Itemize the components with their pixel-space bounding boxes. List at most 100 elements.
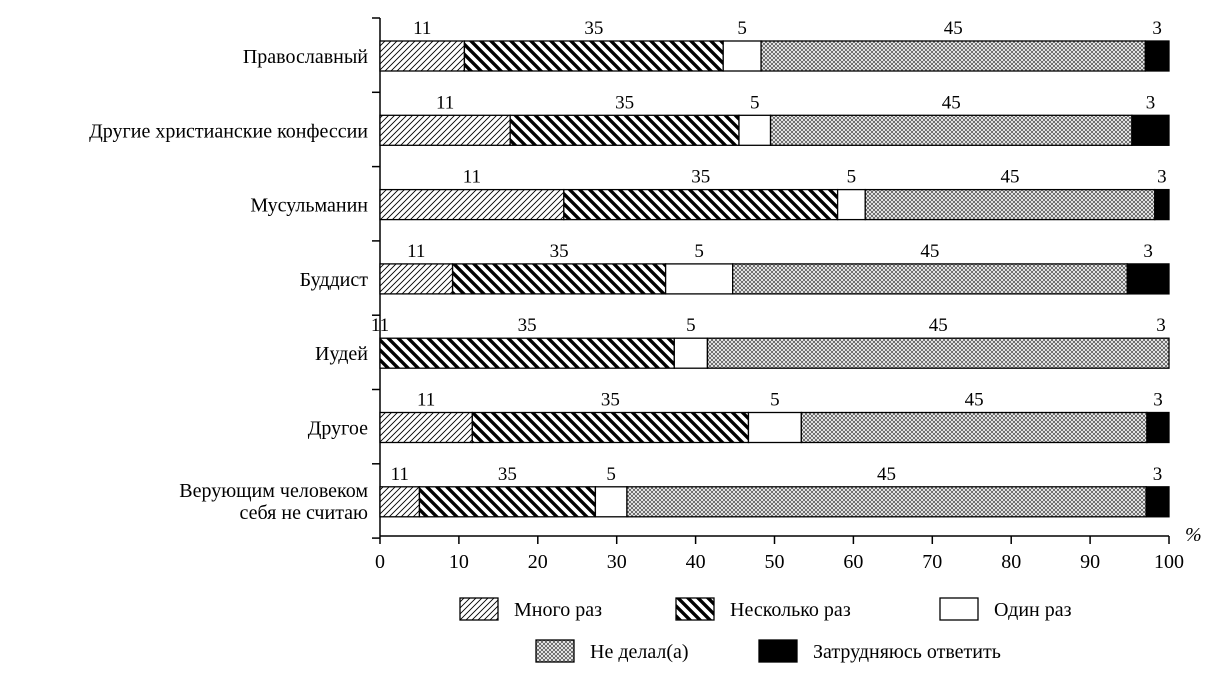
bar-segment	[379, 188, 565, 221]
bar-segment	[864, 188, 1156, 221]
x-tick-label: 80	[1001, 551, 1021, 573]
x-tick-label: 100	[1154, 551, 1184, 573]
legend-label: Один раз	[994, 599, 1072, 621]
bar-segment	[1154, 188, 1170, 221]
segment-value-label: 11	[371, 315, 389, 336]
category-label: Иудей	[315, 343, 368, 365]
bar-segment	[706, 337, 1170, 369]
segment-value-label: 45	[942, 92, 961, 113]
segment-value-label: 5	[737, 18, 747, 39]
x-tick-label: 40	[686, 551, 706, 573]
x-tick-label: 70	[922, 551, 942, 573]
chart-axes: 0 10 20 30 40 50 60 70 80 90 100% Православный Други…	[89, 17, 1202, 573]
segment-value-label: 11	[436, 92, 454, 113]
legend-swatch	[535, 639, 575, 663]
bar-segment	[451, 263, 667, 295]
segment-value-label: 3	[1146, 92, 1156, 113]
legend-label: Не делал(а)	[590, 641, 689, 663]
segment-value-label: 3	[1152, 18, 1162, 39]
segment-value-label: 3	[1153, 390, 1163, 411]
bar-segment	[379, 40, 466, 72]
bar-segment	[379, 263, 454, 295]
category-label: Другие христианские конфессии	[89, 120, 368, 142]
bar-segment	[1126, 263, 1170, 295]
x-tick-label: 30	[607, 551, 627, 573]
bar-segment	[1144, 40, 1170, 72]
bar-segment	[509, 114, 740, 146]
segment-value-label: 35	[615, 92, 634, 113]
bar-segment	[747, 411, 802, 444]
bar-segment	[673, 337, 709, 369]
legend-swatch	[675, 597, 715, 621]
bar-segment	[722, 40, 762, 72]
bar-segment	[732, 263, 1128, 295]
bar-segment	[379, 486, 421, 518]
bar-segment	[1131, 114, 1170, 146]
bar-segment	[800, 411, 1148, 444]
bar-segment	[626, 486, 1147, 518]
segment-value-label: 5	[770, 390, 780, 411]
segment-value-label: 45	[920, 241, 939, 262]
segment-value-label: 45	[877, 464, 896, 485]
segment-value-label: 3	[1156, 315, 1166, 336]
segment-value-label: 35	[498, 464, 517, 485]
x-tick-label: 20	[528, 551, 548, 573]
segment-value-label: 5	[750, 92, 760, 113]
legend-label: Много раз	[514, 599, 602, 621]
bar-segment	[563, 188, 839, 221]
segment-value-label: 11	[417, 390, 435, 411]
category-label: Мусульманин	[250, 195, 368, 217]
segment-value-label: 5	[847, 167, 857, 188]
segment-value-label: 35	[550, 241, 569, 262]
segment-value-label: 45	[1001, 167, 1020, 188]
x-tick-label: 10	[449, 551, 469, 573]
segment-value-label: 11	[407, 241, 425, 262]
bar-segment	[379, 337, 675, 369]
x-tick-label: 50	[765, 551, 785, 573]
segment-value-label: 35	[691, 167, 710, 188]
bar-segment	[760, 40, 1146, 72]
bar-segment	[379, 411, 473, 444]
category-label: Верующим человеком себя не считаю	[179, 480, 368, 524]
chart-legend: Много раз Несколько раз Один раз Не делал(а…	[459, 597, 1072, 663]
legend-swatch	[758, 639, 798, 663]
segment-value-label: 45	[944, 18, 963, 39]
bar-segment	[664, 263, 734, 295]
x-tick-label: 0	[375, 551, 385, 573]
x-tick-label: 60	[843, 551, 863, 573]
segment-value-label: 11	[413, 18, 431, 39]
chart-bars: 11 35 5 45 311 35 5 45 311 35 5 45 311 35 5 45 311 35 5 45 3…	[371, 18, 1170, 518]
legend-label: Затрудняюсь ответить	[813, 641, 1001, 663]
bar-segment	[463, 40, 724, 72]
legend-label: Несколько раз	[730, 599, 851, 621]
category-label: Православный	[243, 46, 368, 68]
segment-value-label: 35	[518, 315, 537, 336]
bar-segment	[836, 188, 866, 221]
bar-segment	[379, 114, 511, 146]
bar-segment	[738, 114, 772, 146]
segment-value-label: 5	[606, 464, 616, 485]
x-unit-label: %	[1185, 524, 1202, 546]
segment-value-label: 5	[694, 241, 704, 262]
segment-value-label: 45	[929, 315, 948, 336]
category-label-line: себя не считаю	[240, 502, 369, 524]
segment-value-label: 11	[463, 167, 481, 188]
segment-value-label: 3	[1143, 241, 1153, 262]
segment-value-label: 3	[1157, 167, 1167, 188]
bar-segment	[769, 114, 1133, 146]
legend-swatch	[459, 597, 499, 621]
legend-swatch	[939, 597, 979, 621]
segment-value-label: 35	[601, 390, 620, 411]
bar-segment	[1145, 486, 1170, 518]
segment-value-label: 3	[1153, 464, 1163, 485]
x-tick-label: 90	[1080, 551, 1100, 573]
category-label-line: Верующим человеком	[179, 480, 368, 502]
bar-segment	[418, 486, 597, 518]
bar-segment	[594, 486, 628, 518]
category-label: Другое	[308, 418, 368, 440]
segment-value-label: 11	[391, 464, 409, 485]
bar-segment	[1146, 411, 1170, 444]
segment-value-label: 45	[965, 390, 984, 411]
bar-segment	[471, 411, 750, 444]
